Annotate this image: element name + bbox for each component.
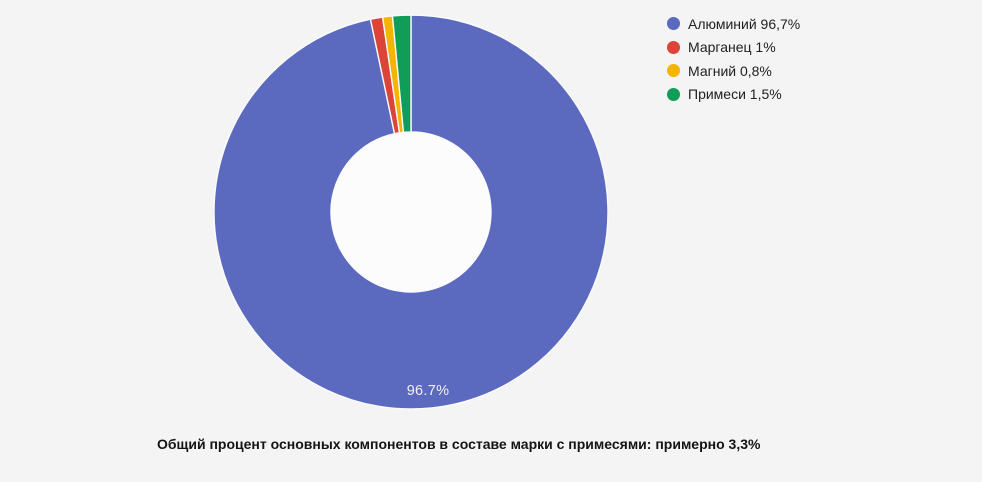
legend-item-impurities[interactable]: Примеси 1,5% (667, 86, 800, 103)
pie-slice-aluminium[interactable] (213, 14, 609, 410)
legend-item-label: Алюминий 96,7% (688, 15, 801, 32)
legend: Алюминий 96,7% Марганец 1% Магний 0,8% П… (667, 15, 800, 109)
legend-swatch-manganese-icon (667, 40, 680, 54)
donut-hole (331, 132, 491, 292)
legend-item-magnesium[interactable]: Магний 0,8% (667, 62, 800, 79)
legend-item-aluminium[interactable]: Алюминий 96,7% (667, 15, 800, 32)
pie-slice-impurities[interactable] (391, 14, 412, 134)
legend-item-label: Магний 0,8% (688, 62, 772, 79)
legend-swatch-impurities-icon (667, 87, 680, 101)
chart-caption: Общий процент основных компонентов в сос… (157, 436, 761, 452)
legend-item-label: Марганец 1% (688, 39, 776, 55)
legend-item-label: Примеси 1,5% (688, 86, 782, 102)
legend-swatch-magnesium-icon (667, 64, 680, 77)
legend-item-manganese[interactable]: Марганец 1% (667, 39, 800, 56)
legend-swatch-aluminium-icon (667, 17, 680, 30)
